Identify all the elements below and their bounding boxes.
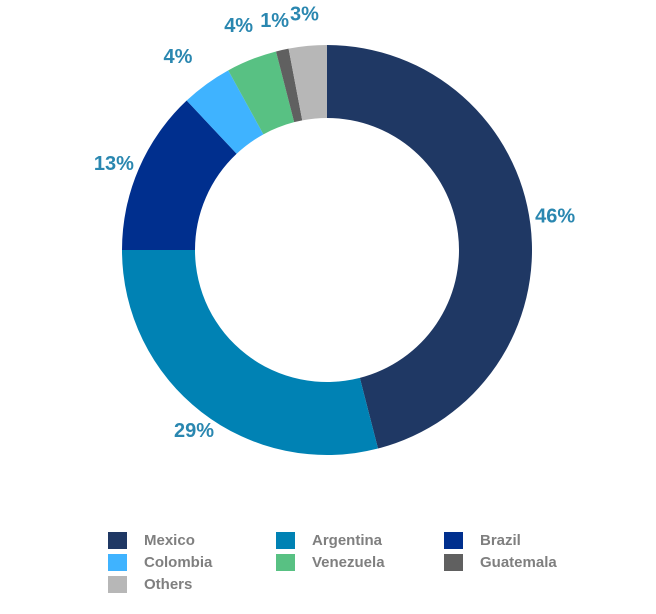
legend-swatch xyxy=(444,531,463,549)
legend-swatch xyxy=(108,575,127,593)
legend-swatch xyxy=(276,553,295,571)
legend-item-argentina: Argentina xyxy=(276,530,382,550)
slices-group xyxy=(122,45,532,455)
legend-label: Argentina xyxy=(312,531,383,549)
data-label-brazil: 13% xyxy=(94,153,134,175)
legend-item-colombia: Colombia xyxy=(108,552,212,572)
legend-item-others: Others xyxy=(108,574,192,594)
legend-label: Guatemala xyxy=(480,553,557,571)
legend-swatch xyxy=(444,553,463,571)
legend-item-mexico: Mexico xyxy=(108,530,195,550)
legend-swatch xyxy=(276,531,295,549)
legend-label: Mexico xyxy=(144,531,195,549)
legend-label: Brazil xyxy=(480,531,521,549)
data-label-venezuela: 4% xyxy=(224,15,253,37)
slice-mexico xyxy=(327,45,532,449)
data-label-guatemala: 1% xyxy=(260,10,289,32)
legend-swatch xyxy=(108,531,127,549)
slice-guatemala xyxy=(276,48,303,123)
legend-item-brazil: Brazil xyxy=(444,530,521,550)
slice-brazil xyxy=(122,100,237,250)
slice-others xyxy=(288,45,327,121)
legend-label: Colombia xyxy=(144,553,213,571)
legend-item-venezuela: Venezuela xyxy=(276,552,385,572)
legend-label: Others xyxy=(144,575,193,593)
data-label-others: 3% xyxy=(290,3,319,25)
data-label-colombia: 4% xyxy=(163,46,192,68)
data-label-argentina: 29% xyxy=(174,420,214,442)
legend-label: Venezuela xyxy=(312,553,385,571)
slice-argentina xyxy=(122,250,378,455)
slice-venezuela xyxy=(228,51,295,135)
donut-chart: 46% 29% 13% 4% 4% 1% 3% xyxy=(94,3,576,455)
slice-colombia xyxy=(186,70,264,154)
legend-item-guatemala: Guatemala xyxy=(444,552,557,572)
data-labels-group: 46% 29% 13% 4% 4% 1% 3% xyxy=(94,3,576,442)
data-label-mexico: 46% xyxy=(535,205,575,227)
legend-swatch xyxy=(108,553,127,571)
